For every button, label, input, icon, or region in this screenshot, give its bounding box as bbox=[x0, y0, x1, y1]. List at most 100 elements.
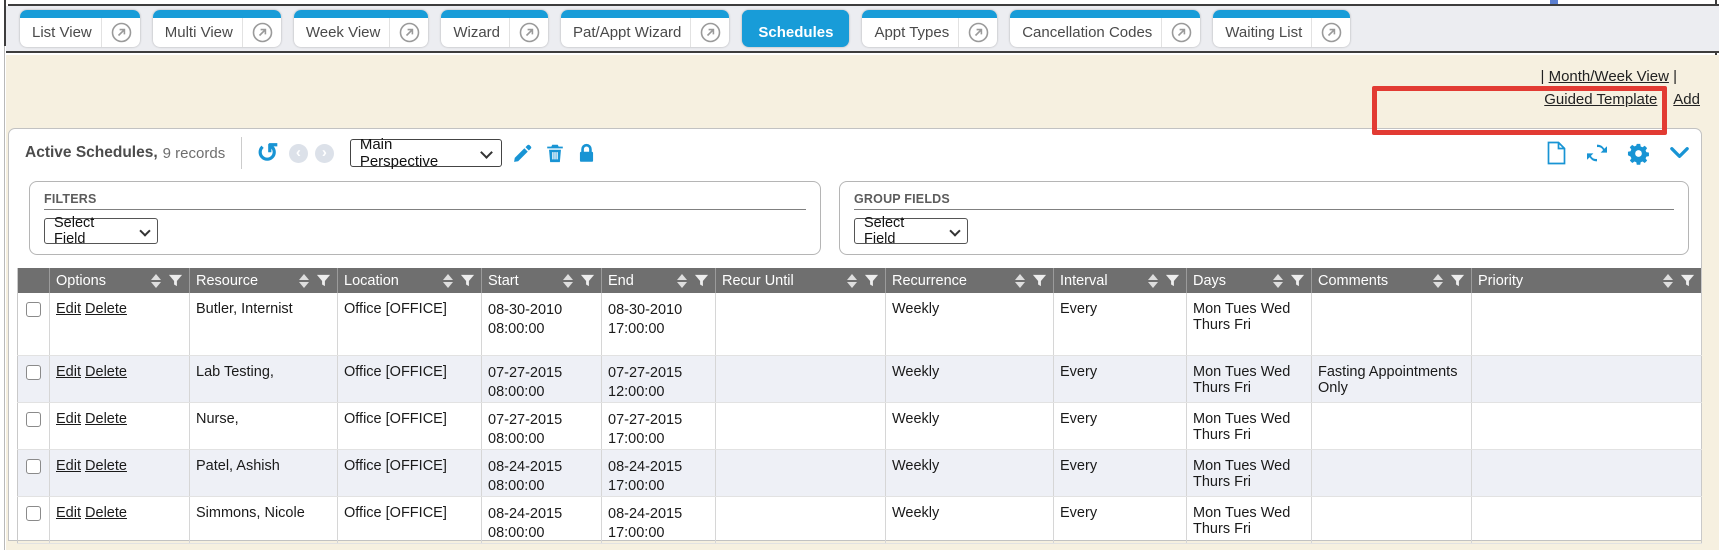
filters-field-select[interactable]: Select Field bbox=[44, 215, 158, 247]
delete-link[interactable]: Delete bbox=[85, 301, 127, 317]
col-header-options[interactable]: Options bbox=[56, 272, 106, 289]
sort-icon[interactable] bbox=[1148, 273, 1158, 288]
tab-schedules-active[interactable]: Schedules bbox=[742, 10, 850, 47]
new-document-icon[interactable] bbox=[1546, 141, 1567, 165]
cell-priority bbox=[1471, 496, 1702, 544]
sort-icon[interactable] bbox=[1663, 273, 1673, 288]
delete-link[interactable]: Delete bbox=[85, 410, 127, 427]
col-header-end[interactable]: End bbox=[608, 272, 634, 289]
col-header-priority[interactable]: Priority bbox=[1478, 272, 1524, 289]
delete-perspective-icon[interactable] bbox=[544, 142, 566, 164]
filter-icon[interactable] bbox=[580, 273, 595, 288]
collapse-chevron-icon[interactable] bbox=[1668, 143, 1691, 163]
delete-link[interactable]: Delete bbox=[85, 363, 127, 380]
table-row: Edit Delete Nurse, Office [OFFICE] 07-27… bbox=[17, 402, 1702, 450]
cell-location: Office [OFFICE] bbox=[337, 449, 482, 497]
window-border-top bbox=[8, 4, 1719, 6]
tab-week-view[interactable]: Week View bbox=[293, 10, 429, 47]
sort-icon[interactable] bbox=[563, 273, 573, 288]
popout-icon[interactable] bbox=[519, 22, 540, 43]
sort-icon[interactable] bbox=[443, 273, 453, 288]
sort-icon[interactable] bbox=[1015, 273, 1025, 288]
col-header-interval[interactable]: Interval bbox=[1060, 272, 1108, 289]
edit-link[interactable]: Edit bbox=[56, 504, 81, 521]
row-checkbox[interactable] bbox=[26, 411, 41, 427]
filter-icon[interactable] bbox=[1450, 273, 1465, 288]
popout-icon[interactable] bbox=[700, 22, 721, 43]
edit-link[interactable]: Edit bbox=[56, 457, 81, 474]
filter-icon[interactable] bbox=[1290, 273, 1305, 288]
cell-start: 07-27-2015 08:00:00 bbox=[481, 355, 602, 403]
popout-icon[interactable] bbox=[111, 22, 132, 43]
guided-template-link[interactable]: Guided Template bbox=[1544, 91, 1658, 108]
popout-icon[interactable] bbox=[968, 22, 989, 43]
tab-pat-appt-wizard[interactable]: Pat/Appt Wizard bbox=[561, 10, 730, 47]
filter-icon[interactable] bbox=[460, 273, 475, 288]
tab-list-view[interactable]: List View bbox=[20, 10, 140, 47]
delete-link[interactable]: Delete bbox=[85, 504, 127, 521]
tab-divider bbox=[1161, 18, 1163, 47]
next-perspective-icon[interactable]: › bbox=[314, 143, 334, 163]
col-header-days[interactable]: Days bbox=[1193, 272, 1227, 289]
month-week-view-link[interactable]: Month/Week View bbox=[1548, 68, 1669, 85]
undo-icon[interactable]: ↺ bbox=[256, 138, 279, 168]
settings-gear-icon[interactable] bbox=[1627, 142, 1650, 165]
cell-recur-until bbox=[715, 496, 886, 544]
cell-interval: Every bbox=[1053, 496, 1187, 544]
sort-icon[interactable] bbox=[299, 273, 309, 288]
sort-icon[interactable] bbox=[1433, 273, 1443, 288]
cell-end: 08-24-2015 17:00:00 bbox=[601, 449, 716, 497]
col-header-start[interactable]: Start bbox=[488, 272, 519, 289]
row-checkbox[interactable] bbox=[26, 364, 41, 380]
refresh-icon[interactable] bbox=[1585, 141, 1609, 165]
filter-icon[interactable] bbox=[1032, 273, 1047, 288]
filter-icon[interactable] bbox=[694, 273, 709, 288]
tab-accent-strip bbox=[152, 10, 281, 18]
cell-comments bbox=[1311, 496, 1472, 544]
tab-multi-view[interactable]: Multi View bbox=[152, 10, 281, 47]
sort-icon[interactable] bbox=[677, 273, 687, 288]
cell-recur-until bbox=[715, 449, 886, 497]
tab-divider bbox=[389, 18, 391, 47]
tab-wizard[interactable]: Wizard bbox=[441, 10, 549, 47]
col-header-resource[interactable]: Resource bbox=[196, 272, 259, 289]
sort-icon[interactable] bbox=[1273, 273, 1283, 288]
col-header-location[interactable]: Location bbox=[344, 272, 399, 289]
row-checkbox[interactable] bbox=[26, 458, 41, 474]
add-link[interactable]: Add bbox=[1673, 91, 1700, 108]
perspective-select[interactable]: Main Perspective bbox=[349, 136, 502, 170]
window-artifact bbox=[1550, 0, 1558, 4]
delete-link[interactable]: Delete bbox=[85, 457, 127, 474]
tab-cancellation-codes[interactable]: Cancellation Codes bbox=[1010, 10, 1201, 47]
filter-icon[interactable] bbox=[1680, 273, 1695, 288]
col-header-recur-until[interactable]: Recur Until bbox=[722, 272, 794, 289]
filter-icon[interactable] bbox=[1165, 273, 1180, 288]
filter-icon[interactable] bbox=[168, 273, 183, 288]
tab-appt-types[interactable]: Appt Types bbox=[862, 10, 998, 47]
tab-waiting-list[interactable]: Waiting List bbox=[1213, 10, 1351, 47]
prev-perspective-icon[interactable]: ‹ bbox=[288, 143, 308, 163]
edit-link[interactable]: Edit bbox=[56, 301, 81, 317]
sort-icon[interactable] bbox=[151, 273, 161, 288]
edit-link[interactable]: Edit bbox=[56, 363, 81, 380]
lock-perspective-icon[interactable] bbox=[576, 142, 597, 164]
group-fields-field-select[interactable]: Select Field bbox=[854, 215, 968, 247]
table-header-row: Options Resource Location Start End Recu… bbox=[17, 268, 1702, 293]
edit-perspective-icon[interactable] bbox=[512, 142, 534, 164]
row-checkbox[interactable] bbox=[26, 302, 41, 317]
popout-icon[interactable] bbox=[1171, 22, 1192, 43]
group-fields-box: GROUP FIELDS Select Field bbox=[839, 181, 1689, 255]
popout-icon[interactable] bbox=[252, 22, 273, 43]
tab-accent-strip bbox=[1010, 10, 1201, 18]
cell-interval: Every bbox=[1053, 402, 1187, 450]
row-checkbox[interactable] bbox=[26, 505, 41, 521]
popout-icon[interactable] bbox=[399, 22, 420, 43]
tab-label: List View bbox=[32, 24, 92, 41]
popout-icon[interactable] bbox=[1321, 22, 1342, 43]
col-header-comments[interactable]: Comments bbox=[1318, 272, 1389, 289]
edit-link[interactable]: Edit bbox=[56, 410, 81, 427]
sort-icon[interactable] bbox=[847, 273, 857, 288]
filter-icon[interactable] bbox=[316, 273, 331, 288]
col-header-recurrence[interactable]: Recurrence bbox=[892, 272, 967, 289]
filter-icon[interactable] bbox=[864, 273, 879, 288]
